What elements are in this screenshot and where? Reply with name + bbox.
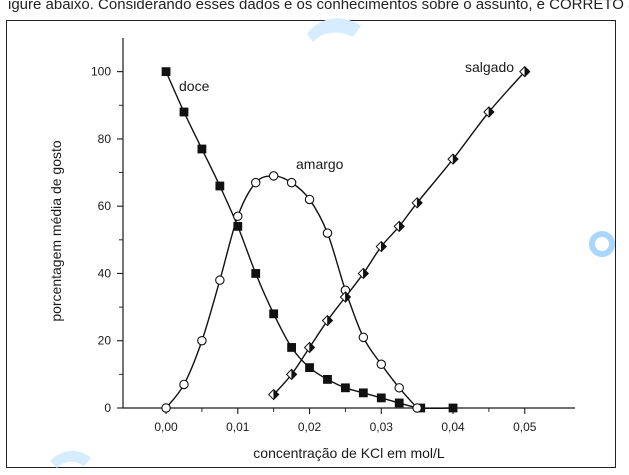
marker-salgado-fill [488,106,495,118]
marker-salgado [339,291,352,303]
marker-salgado-fill [345,291,351,303]
axes-group [122,38,575,409]
marker-salgado-fill [524,66,531,78]
marker-salgado-fill [416,197,423,209]
marker-amargo [412,403,422,413]
marker-salgado [321,314,334,327]
marker-doce [269,309,279,319]
marker-salgado-fill [363,267,369,280]
x-ticks: 0,00 0,01 0,02 0,03 0,04 0,05 [154,408,537,434]
marker-amargo [161,403,171,413]
marker-doce [376,393,386,403]
x-tick-label: 0,01 [226,420,250,434]
x-tick-label: 0,03 [370,420,394,434]
marker-doce [215,181,225,191]
marker-doce [448,403,458,413]
marker-salgado [411,197,423,209]
marker-doce [197,144,207,154]
series-label-doce: doce [179,78,210,94]
marker-amargo [215,275,225,285]
watermark-decorations [50,18,615,468]
marker-amargo [250,177,261,188]
watermark-blue-curve-bottom [50,450,91,468]
watermark-blue-curve-top [307,18,361,42]
marker-amargo [197,335,207,346]
marker-doce [394,398,404,408]
marker-amargo [394,383,404,393]
marker-salgado-fill [291,368,297,380]
x-tick-label: 0,00 [154,420,178,434]
marker-amargo [322,228,333,238]
marker-doce [323,375,332,384]
marker-amargo [304,194,315,205]
watermark-blue-ring [589,231,615,257]
y-tick-label: 60 [98,199,112,213]
marker-doce [358,388,368,398]
marker-amargo [286,177,297,188]
marker-salgado-fill [381,240,387,253]
x-tick-label: 0,04 [441,420,465,434]
cropped-question-text: igure abaixo. Considerando esses dados e… [8,0,629,13]
marker-salgado [285,368,298,381]
marker-salgado-fill [309,341,315,354]
marker-salgado [357,267,370,280]
marker-salgado-fill [398,220,405,232]
marker-doce [251,269,261,278]
marker-amargo [376,359,387,370]
marker-amargo [268,171,279,181]
x-tick-label: 0,05 [513,420,537,434]
marker-salgado-fill [452,153,459,165]
marker-salgado [375,240,387,253]
y-tick-label: 0 [104,401,111,415]
y-tick-label: 20 [98,334,112,348]
series-line-doce [165,71,454,410]
marker-salgado [303,341,316,354]
figure-frame [6,20,616,468]
series-label-amargo: amargo [296,156,344,172]
marker-doce [305,363,314,373]
y-axis-label: porcentagem média de gosto [48,140,64,322]
y-tick-label: 80 [98,132,112,146]
marker-salgado [267,388,280,401]
marker-salgado-fill [327,314,333,327]
marker-doce [341,383,350,393]
marker-amargo [179,379,189,390]
marker-amargo [233,211,243,222]
marker-doce [287,343,297,352]
y-ticks: 0 20 40 60 80 100 [91,65,123,415]
series-markers [161,65,531,413]
series-lines [165,71,526,410]
y-tick-label: 40 [98,266,112,280]
marker-salgado [393,220,405,233]
marker-salgado [483,106,495,118]
marker-salgado-fill [273,388,280,401]
marker-salgado [519,65,531,78]
x-axis-label: concentração de KCl em mol/L [253,445,445,461]
marker-salgado [447,153,459,165]
marker-doce [179,107,189,117]
y-tick-label: 100 [91,65,111,79]
x-tick-label: 0,02 [298,420,322,434]
series-label-salgado: salgado [465,59,514,75]
marker-doce [233,221,243,231]
marker-doce [161,67,171,77]
marker-amargo [358,332,369,343]
